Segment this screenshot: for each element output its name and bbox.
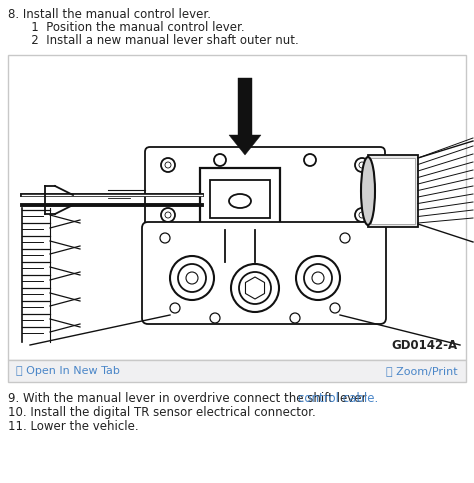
Circle shape bbox=[304, 264, 332, 292]
Text: 2  Install a new manual lever shaft outer nut.: 2 Install a new manual lever shaft outer… bbox=[20, 34, 299, 47]
Polygon shape bbox=[229, 78, 261, 155]
Circle shape bbox=[231, 264, 279, 312]
Ellipse shape bbox=[361, 157, 375, 225]
Text: 9. With the manual lever in overdrive connect the shift lever: 9. With the manual lever in overdrive co… bbox=[8, 392, 370, 405]
Text: 10. Install the digital TR sensor electrical connector.: 10. Install the digital TR sensor electr… bbox=[8, 406, 316, 419]
Circle shape bbox=[359, 162, 365, 168]
Circle shape bbox=[359, 212, 365, 218]
Circle shape bbox=[330, 303, 340, 313]
Circle shape bbox=[355, 158, 369, 172]
FancyBboxPatch shape bbox=[142, 222, 386, 324]
Ellipse shape bbox=[229, 194, 251, 208]
Bar bbox=[371, 158, 415, 224]
Text: GD0142-A: GD0142-A bbox=[392, 339, 458, 352]
Circle shape bbox=[170, 256, 214, 300]
Bar bbox=[200, 168, 280, 230]
Text: 🔍 Zoom/Print: 🔍 Zoom/Print bbox=[386, 366, 458, 376]
Text: 11. Lower the vehicle.: 11. Lower the vehicle. bbox=[8, 420, 138, 433]
Circle shape bbox=[312, 272, 324, 284]
Circle shape bbox=[178, 264, 206, 292]
Polygon shape bbox=[246, 277, 264, 299]
Circle shape bbox=[165, 212, 171, 218]
Circle shape bbox=[210, 313, 220, 323]
Circle shape bbox=[161, 208, 175, 222]
Text: 8. Install the manual control lever.: 8. Install the manual control lever. bbox=[8, 8, 211, 21]
Circle shape bbox=[355, 208, 369, 222]
Circle shape bbox=[340, 233, 350, 243]
Text: ⧉ Open In New Tab: ⧉ Open In New Tab bbox=[16, 366, 120, 376]
Text: control cable.: control cable. bbox=[298, 392, 378, 405]
Circle shape bbox=[170, 303, 180, 313]
Bar bbox=[8, 360, 466, 382]
Bar bbox=[368, 155, 418, 227]
Text: 1  Position the manual control lever.: 1 Position the manual control lever. bbox=[20, 21, 245, 34]
Circle shape bbox=[296, 256, 340, 300]
Circle shape bbox=[290, 313, 300, 323]
Bar bbox=[8, 55, 466, 360]
Circle shape bbox=[186, 272, 198, 284]
Bar bbox=[210, 180, 270, 218]
FancyBboxPatch shape bbox=[145, 147, 385, 232]
Circle shape bbox=[239, 272, 271, 304]
Circle shape bbox=[165, 162, 171, 168]
Circle shape bbox=[214, 154, 226, 166]
Circle shape bbox=[304, 154, 316, 166]
Circle shape bbox=[161, 158, 175, 172]
Circle shape bbox=[160, 233, 170, 243]
